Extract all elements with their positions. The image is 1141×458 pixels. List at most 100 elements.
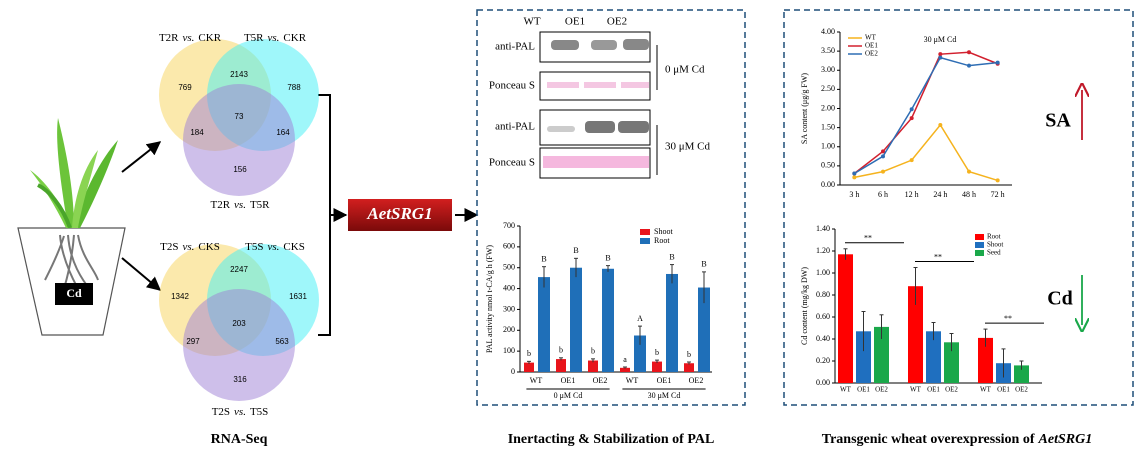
bar [620,367,630,372]
label-part: vs. [234,406,246,418]
x-tick-label: OE2 [1015,386,1028,394]
y-tick-label: 0.00 [816,378,830,387]
label-part: CKS [283,241,304,253]
significance-letter: A [637,314,643,323]
y-tick-label: 1.20 [816,246,830,255]
bar [874,326,889,383]
x-tick-label: WT [626,376,639,385]
point [909,116,914,121]
x-tick-label: 72 h [991,190,1005,199]
y-tick-label: 0.00 [821,180,835,189]
bar [666,273,678,372]
y-tick-label: 500 [503,263,515,272]
panel [476,9,746,406]
bar [684,363,694,372]
x-tick-label: WT [840,386,852,394]
y-tick-label: 400 [503,283,515,292]
label-part: T5R [244,32,264,44]
bar [652,361,662,372]
y-tick-label: 0.50 [821,161,835,170]
y-tick-label: 600 [503,242,515,251]
x-tick-label: OE1 [561,376,576,385]
label-part: T2S [160,241,178,253]
cd-label: Cd [66,286,82,300]
venn-label: T5R vs. CKR [244,32,307,44]
legend-label: Shoot [987,241,1003,249]
x-tick-label: OE1 [927,386,940,394]
y-tick-label: 2.50 [821,84,835,93]
bar [978,337,993,383]
significance-letter: B [605,253,610,262]
legend-swatch [640,229,650,235]
legend-label: Seed [987,249,1001,257]
bar [556,359,566,372]
group-label: 0 μM Cd [554,391,583,400]
y-tick-label: 0.20 [816,356,830,365]
point [852,175,857,180]
y-tick-label: 0.40 [816,334,830,343]
bar [1014,365,1029,383]
venn-count: 769 [178,83,192,92]
point [909,107,914,112]
line [853,51,998,175]
venn-label: T2R vs. T5R [210,199,270,211]
blot-column: OE2 [607,16,627,28]
label-part: T5S [245,241,263,253]
legend-swatch [640,238,650,244]
label-part: vs. [183,32,195,44]
point [938,55,943,60]
significance-letter: b [591,347,595,356]
y-tick-label: 4.00 [821,27,835,36]
caption: Transgenic wheat overexpression of AetSRG… [822,432,1092,447]
line [853,56,998,175]
point [909,158,914,163]
legend-label: OE2 [865,50,878,58]
y-tick-label: 3.50 [821,46,835,55]
blot-row: Ponceau S [489,80,535,92]
significance-letter: B [701,260,706,269]
label-part: vs. [234,199,246,211]
line [854,123,998,182]
bar [570,267,582,372]
label-part: CKS [198,241,219,253]
blot-row: anti-PAL [495,41,535,53]
significance-letter: B [573,246,578,255]
y-axis-label: SA content (μg/g FW) [800,73,809,145]
x-tick-label: OE1 [997,386,1010,394]
venn-count: 2143 [230,70,248,79]
bar [524,362,534,372]
y-axis-label: Cd content (mg/kg DW) [800,267,809,345]
bar [588,360,598,372]
arrow [121,141,162,173]
y-tick-label: 2.00 [821,103,835,112]
caption-text: Transgenic wheat overexpression of [822,432,1035,447]
blot-column: WT [523,16,540,28]
legend-label: Shoot [654,227,673,236]
label-part: vs. [268,32,280,44]
panel [783,9,1134,406]
point [967,50,971,55]
plant: Cd [17,118,126,336]
venn-label: T2R vs. CKR [159,32,222,44]
y-tick-label: 100 [503,346,515,355]
label-part: vs. [183,241,195,253]
label-part: vs. [268,241,280,253]
bar [538,277,550,372]
significance: ** [864,234,872,243]
legend-label: Root [654,236,670,245]
label-part: T5S [250,406,268,418]
bar [926,331,941,383]
caption: Inertacting & Stabilization of PAL [508,432,715,447]
venn-circle [183,84,295,196]
group-label: 30 μM Cd [648,391,681,400]
point [967,63,971,68]
y-tick-label: 200 [503,325,515,334]
venn-count: 1342 [171,292,189,301]
x-tick-label: OE2 [689,376,704,385]
x-tick-label: OE2 [945,386,958,394]
venn-count: 203 [232,319,246,328]
point [967,169,971,174]
legend-swatch [975,250,984,256]
point [852,171,857,176]
point [881,154,885,159]
